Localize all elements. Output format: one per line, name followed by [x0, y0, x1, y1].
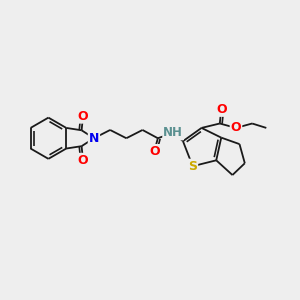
Text: O: O — [78, 110, 88, 123]
Text: O: O — [78, 154, 88, 167]
Text: O: O — [231, 122, 241, 134]
Text: N: N — [89, 132, 99, 145]
Text: NH: NH — [163, 126, 183, 140]
Text: O: O — [216, 103, 226, 116]
Text: O: O — [149, 145, 160, 158]
Text: S: S — [188, 160, 197, 173]
